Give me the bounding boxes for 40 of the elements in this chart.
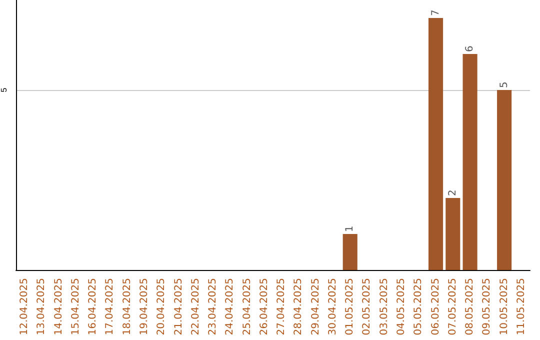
x-tick-label: 04.05.2025 [396,278,407,336]
x-tick-label: 19.04.2025 [139,278,150,336]
x-tick-label: 05.05.2025 [413,278,424,336]
data-label: 2 [447,190,458,196]
x-tick-label: 18.04.2025 [122,278,133,336]
x-tick-label: 14.04.2025 [53,278,64,336]
bar [342,234,358,270]
data-label: 5 [498,82,510,88]
x-tick-label: 21.04.2025 [173,278,184,336]
x-tick-label: 08.05.2025 [464,278,476,336]
x-tick-label: 28.04.2025 [293,278,304,336]
x-tick-label: 23.04.2025 [208,278,219,336]
x-tick-label: 12.04.2025 [19,278,30,336]
x-tick-label: 27.04.2025 [276,278,288,336]
x-tick-label: 16.04.2025 [88,278,99,336]
x-tick-label: 17.04.2025 [104,278,116,336]
x-tick-label: 24.04.2025 [224,278,236,336]
x-tick-label: 06.05.2025 [430,278,442,336]
x-tick-label: 07.05.2025 [447,278,458,336]
x-tick-label: 10.05.2025 [498,278,510,336]
x-tick-label: 11.05.2025 [516,278,527,336]
x-tick-label: 26.04.2025 [258,278,270,336]
x-tick-label: 13.04.2025 [36,278,48,336]
x-tick-label: 15.04.2025 [70,278,82,336]
data-label: 6 [464,46,476,52]
x-tick-label: 02.05.2025 [362,278,373,336]
x-tick-label: 01.05.2025 [344,278,356,336]
x-tick-label: 09.05.2025 [482,278,493,336]
bar [446,198,460,270]
bar [428,18,444,270]
x-tick-label: 29.04.2025 [310,278,322,336]
data-label: 7 [430,10,442,16]
x-tick-label: 20.04.2025 [156,278,168,336]
x-tick-label: 25.04.2025 [242,278,253,336]
bar [462,54,478,270]
x-tick-label: 30.04.2025 [327,278,338,336]
x-tick-label: 03.05.2025 [378,278,390,336]
x-tick-label: 22.04.2025 [190,278,202,336]
data-label: 1 [344,226,356,232]
bar [497,90,512,270]
